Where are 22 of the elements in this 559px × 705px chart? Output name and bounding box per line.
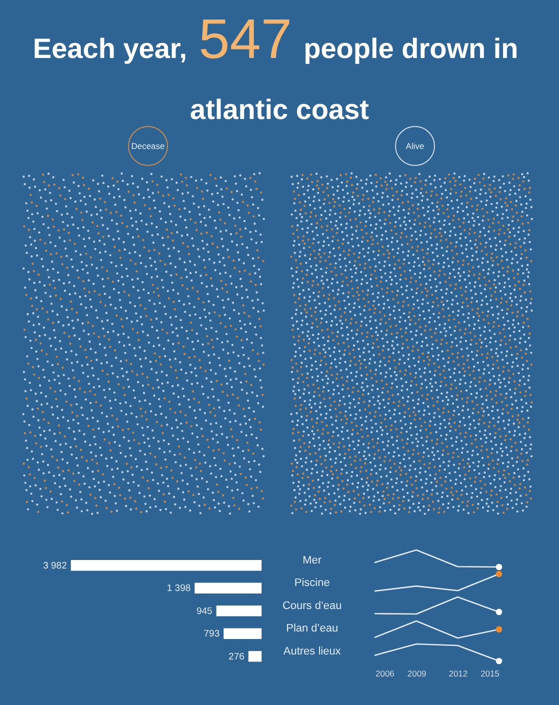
bar (216, 606, 262, 616)
data-label: 945 (196, 606, 213, 617)
x-tick-label: 2009 (407, 668, 427, 679)
y-tick-label: Mer (303, 554, 322, 566)
bar (224, 628, 262, 639)
y-tick-label: Autres lieux (284, 645, 342, 658)
text: Decease (131, 141, 165, 151)
text: Eeach year, 547 people drown in atlantic coast (32, 7, 526, 125)
data-label: 1 398 (167, 583, 192, 594)
bar (71, 560, 262, 571)
text: Alive (406, 141, 424, 151)
data-label: 3 982 (44, 560, 68, 572)
x-tick-label: 2015 (480, 668, 500, 679)
bar (195, 582, 262, 594)
x-tick-label: 2012 (448, 668, 468, 679)
data-label: 793 (204, 628, 220, 640)
y-tick-label: Piscine (294, 577, 330, 590)
y-tick-label: Plan d’eau (286, 622, 338, 635)
bar (248, 651, 262, 662)
x-tick-label: 2006 (376, 668, 395, 679)
data-label: 276 (228, 651, 245, 662)
y-tick-label: Cours d’eau (282, 600, 342, 612)
